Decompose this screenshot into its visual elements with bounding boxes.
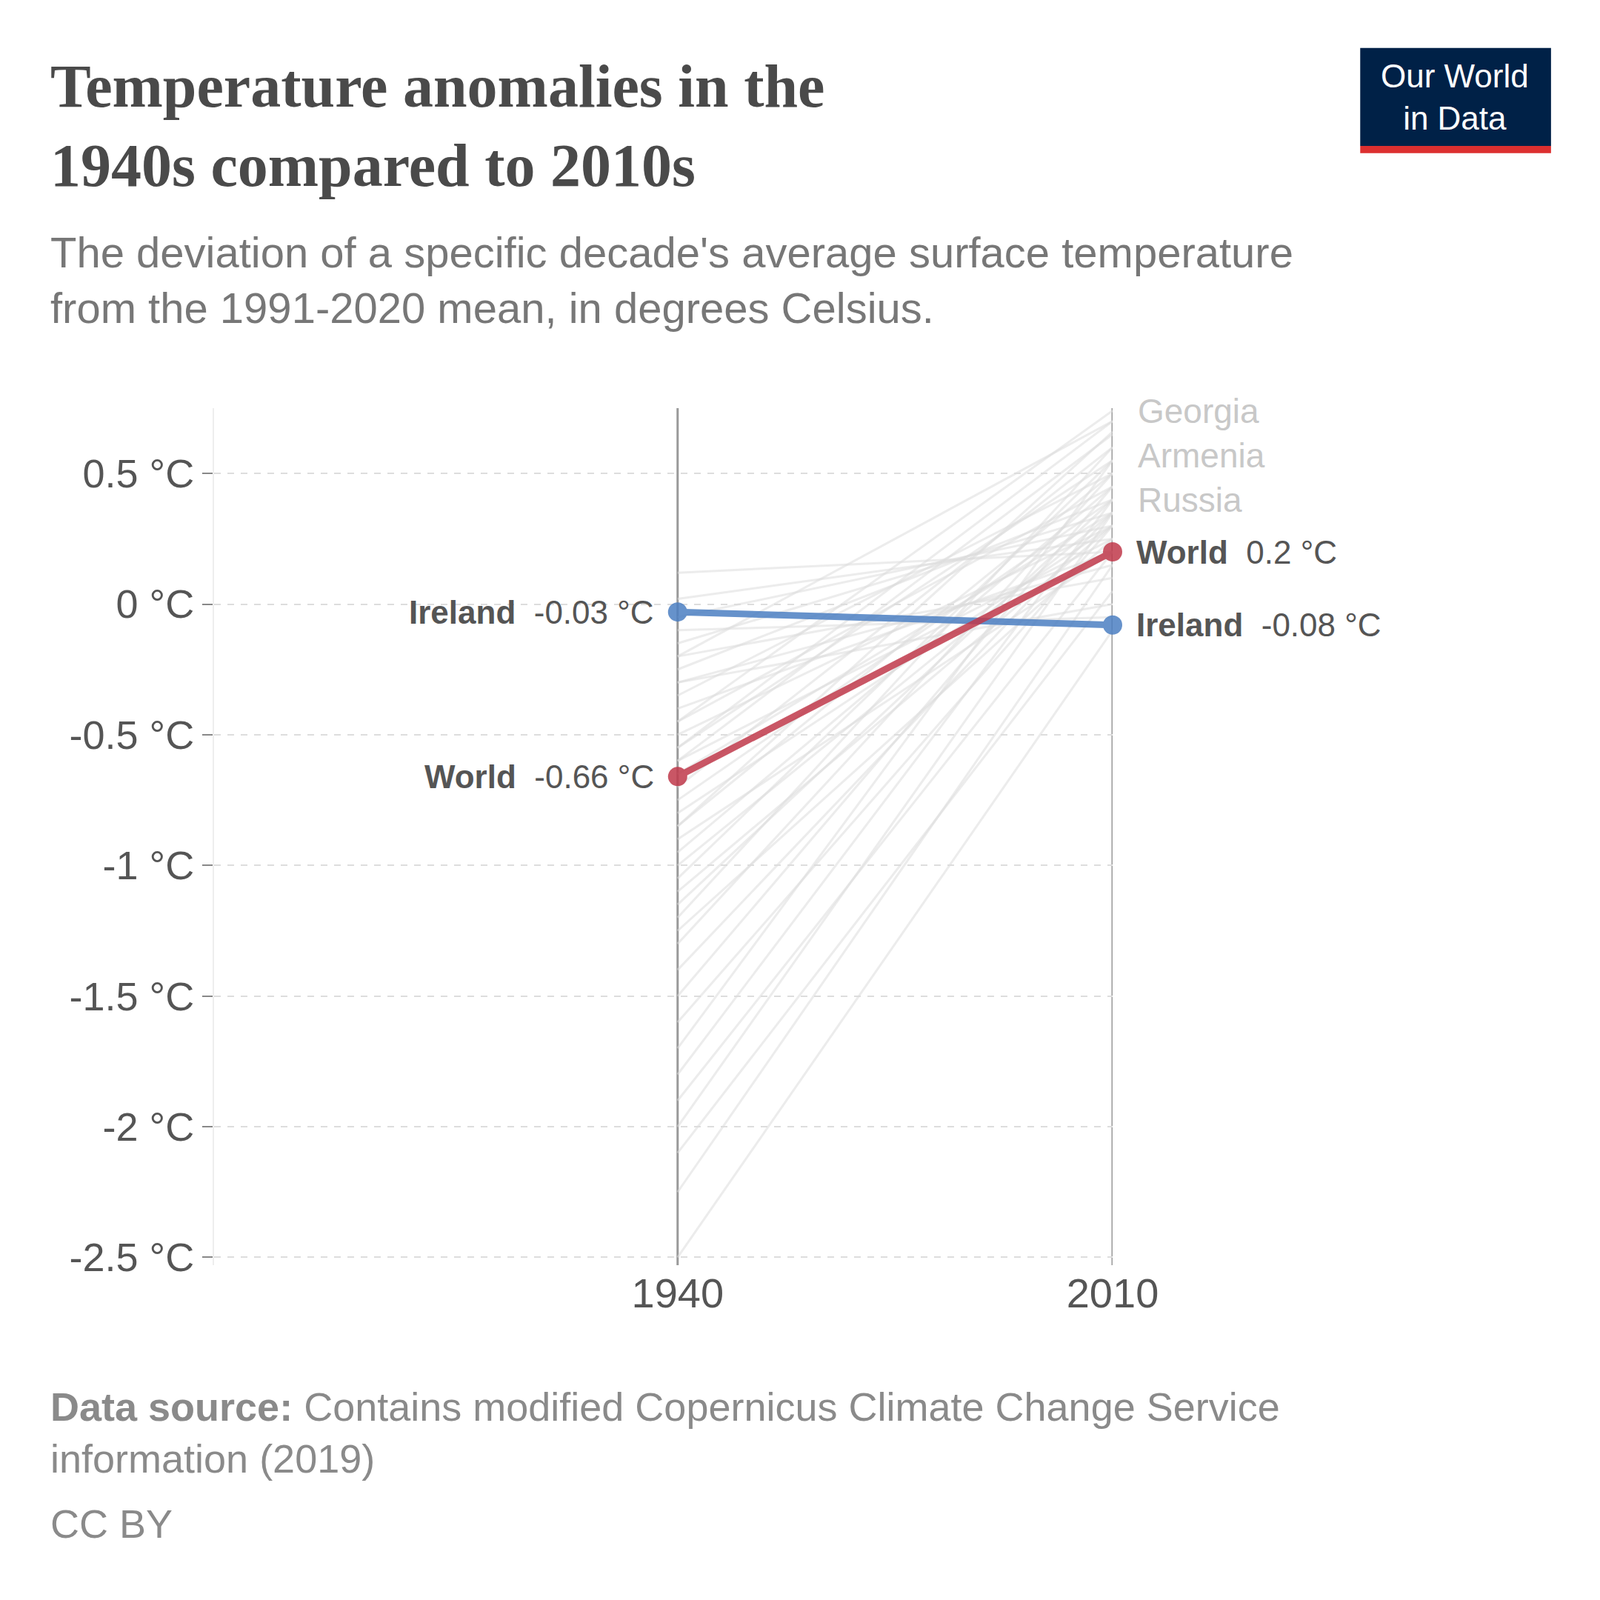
svg-text:Ireland -0.03 °C: Ireland -0.03 °C bbox=[408, 594, 655, 631]
svg-text:-0.5 °C: -0.5 °C bbox=[69, 712, 195, 758]
svg-text:World -0.66 °C: World -0.66 °C bbox=[424, 758, 655, 795]
svg-text:0 °C: 0 °C bbox=[116, 581, 195, 626]
svg-text:Data source: Contains modified: Data source: Contains modified Copernicu… bbox=[50, 1384, 1280, 1481]
svg-text:-1.5 °C: -1.5 °C bbox=[69, 974, 195, 1019]
svg-text:2010: 2010 bbox=[1066, 1269, 1160, 1317]
svg-text:-2 °C: -2 °C bbox=[102, 1104, 195, 1149]
svg-text:The deviation of a specific de: The deviation of a specific decade's ave… bbox=[50, 228, 1294, 332]
svg-text:Georgia: Georgia bbox=[1137, 391, 1260, 431]
svg-text:-1 °C: -1 °C bbox=[102, 842, 195, 888]
svg-text:World 0.2 °C: World 0.2 °C bbox=[1136, 534, 1338, 571]
svg-text:0.5 °C: 0.5 °C bbox=[82, 451, 195, 496]
svg-text:Armenia: Armenia bbox=[1137, 436, 1266, 475]
svg-text:CC BY: CC BY bbox=[50, 1501, 173, 1546]
svg-text:Russia: Russia bbox=[1137, 480, 1243, 520]
svg-text:-2.5 °C: -2.5 °C bbox=[69, 1234, 195, 1280]
svg-text:Ireland -0.08 °C: Ireland -0.08 °C bbox=[1136, 606, 1382, 643]
svg-text:Temperature anomalies in the19: Temperature anomalies in the1940s compar… bbox=[50, 52, 825, 200]
svg-text:Our Worldin Data: Our Worldin Data bbox=[1380, 57, 1529, 137]
svg-text:1940: 1940 bbox=[631, 1269, 725, 1317]
